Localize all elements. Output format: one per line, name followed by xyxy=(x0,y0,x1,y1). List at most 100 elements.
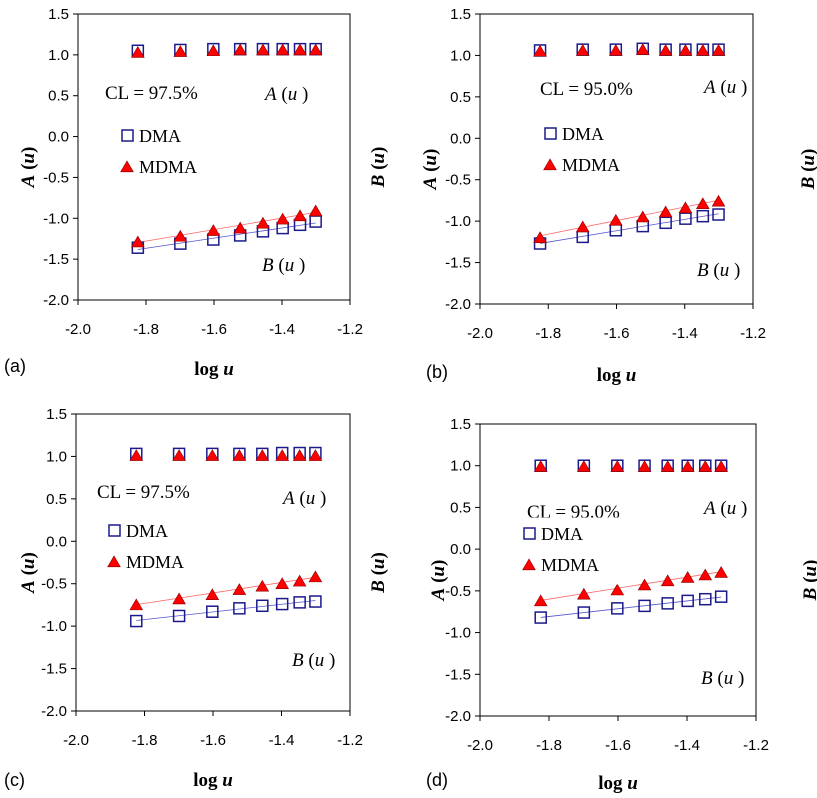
dma-marker xyxy=(577,606,591,619)
panel-label: (b) xyxy=(426,362,448,382)
b-series-annotation: B (u ) xyxy=(262,255,305,276)
chart-panel-c: 1.5 1.0 0.5 0.0 -0.5 -1.0 -1.5 -2.0 -2.0 -1.8 -1.6… xyxy=(4,406,389,791)
mdma-marker xyxy=(658,205,673,218)
y-tick-label: 0.0 xyxy=(450,130,471,147)
mdma-marker xyxy=(678,201,693,214)
legend-mdma-marker xyxy=(120,160,134,173)
y-tick-label: 1.0 xyxy=(450,458,471,475)
confidence-level-label: CL = 97.5% xyxy=(97,482,190,503)
mdma-marker xyxy=(577,587,591,600)
mdma-marker xyxy=(696,197,710,210)
mdma-marker xyxy=(275,577,290,589)
mdma-marker xyxy=(308,570,323,583)
y-axis-label-right: B (u) xyxy=(368,147,389,189)
mdma-marker xyxy=(205,588,220,600)
legend-dma-label: DMA xyxy=(139,126,181,146)
legend-dma-label: DMA xyxy=(562,124,604,144)
mdma-marker xyxy=(131,45,145,58)
mdma-marker xyxy=(129,598,144,611)
y-tick-label: -2.0 xyxy=(43,292,69,309)
mdma-marker xyxy=(608,213,623,226)
b-series-annotation: B (u ) xyxy=(292,650,335,671)
y-axis-label-right: B (u) xyxy=(798,149,817,191)
confidence-level-label: CL = 95.0% xyxy=(540,79,633,100)
legend-mdma-label: MDMA xyxy=(126,552,184,572)
dma-b-fit-line xyxy=(540,596,722,618)
mdma-marker xyxy=(698,460,713,472)
x-tick-label: -1.6 xyxy=(605,737,631,754)
mdma-marker xyxy=(575,44,590,56)
mdma-marker xyxy=(232,583,247,595)
x-tick-label: -1.4 xyxy=(672,325,698,342)
y-tick-label: -1.0 xyxy=(41,618,67,635)
y-tick-label: 0.5 xyxy=(46,491,67,508)
y-tick-label: 1.0 xyxy=(48,47,69,64)
y-axis-label-right: B (u) xyxy=(800,560,817,602)
mdma-marker xyxy=(635,210,650,223)
dma-marker xyxy=(233,602,246,615)
y-tick-label: -1.5 xyxy=(41,661,67,678)
y-tick-label: -1.5 xyxy=(43,251,69,268)
y-tick-label: 1.5 xyxy=(450,6,471,23)
panel-label: (d) xyxy=(426,770,448,790)
mdma-marker xyxy=(275,449,290,461)
a-series-annotation: A (u ) xyxy=(263,84,308,105)
y-tick-label: 0.5 xyxy=(450,89,471,106)
y-axis-label-right: B (u) xyxy=(368,552,389,594)
mdma-marker xyxy=(308,43,323,56)
mdma-marker xyxy=(205,449,220,461)
dma-b-fit-line xyxy=(136,600,316,621)
legend-box xyxy=(101,514,207,582)
mdma-marker xyxy=(533,231,547,243)
x-tick-label: -1.8 xyxy=(132,732,158,749)
y-tick-label: 1.5 xyxy=(48,6,69,23)
legend-mdma-marker xyxy=(522,558,536,571)
y-tick-label: -2.0 xyxy=(445,296,471,313)
mdma-b-fit-line xyxy=(136,576,316,606)
y-axis-label-left: A (u) xyxy=(428,560,449,602)
y-tick-label: 1.0 xyxy=(450,47,471,64)
dma-b-fit-line xyxy=(539,213,719,244)
chart-panel-a: 1.5 1.0 0.5 0.0 -0.5 -1.0 -1.5 -2.0 -2.0 -1.8 -1.6… xyxy=(4,6,389,380)
dma-marker xyxy=(309,595,322,608)
x-tick-label: -1.6 xyxy=(201,321,227,338)
mdma-marker xyxy=(275,212,290,225)
mdma-marker xyxy=(696,44,710,56)
dma-marker xyxy=(309,215,322,228)
x-tick-label: -1.4 xyxy=(269,732,295,749)
dma-marker xyxy=(206,605,219,618)
legend-dma-label: DMA xyxy=(126,521,168,541)
mdma-marker xyxy=(660,460,675,472)
y-tick-label: -1.0 xyxy=(43,210,69,227)
x-tick-label: -1.6 xyxy=(604,325,630,342)
mdma-marker xyxy=(711,194,726,207)
x-axis-label: log u xyxy=(193,770,233,791)
mdma-marker xyxy=(680,460,695,472)
mdma-marker xyxy=(131,235,145,248)
y-tick-label: -2.0 xyxy=(41,703,67,720)
mdma-marker xyxy=(635,43,650,55)
x-axis-label: log u xyxy=(597,365,637,386)
mdma-marker xyxy=(256,216,270,229)
mdma-marker xyxy=(637,578,652,591)
mdma-marker xyxy=(533,44,547,57)
dma-marker xyxy=(714,590,728,603)
chart-panel-b: 1.5 1.0 0.5 0.0 -0.5 -1.0 -1.5 -2.0 -2.0 -1.8 -1.6… xyxy=(420,6,817,386)
dma-marker xyxy=(611,602,624,615)
mdma-b-fit-line xyxy=(539,199,719,237)
x-tick-label: -1.2 xyxy=(337,321,363,338)
y-tick-label: 0.0 xyxy=(46,533,67,550)
legend-dma-marker xyxy=(523,527,536,540)
dma-marker xyxy=(638,599,651,613)
mdma-marker xyxy=(698,568,713,581)
legend-mdma-label: MDMA xyxy=(562,155,620,175)
y-tick-label: 0.0 xyxy=(450,541,471,558)
y-tick-label: -0.5 xyxy=(41,576,67,593)
a-series-annotation: A (u ) xyxy=(702,77,747,98)
x-tick-label: -2.0 xyxy=(467,737,493,754)
y-tick-label: 1.0 xyxy=(46,448,67,465)
x-tick-label: -1.4 xyxy=(674,737,700,754)
b-series-annotation: B (u ) xyxy=(697,260,740,281)
a-series-annotation: A (u ) xyxy=(702,498,747,519)
